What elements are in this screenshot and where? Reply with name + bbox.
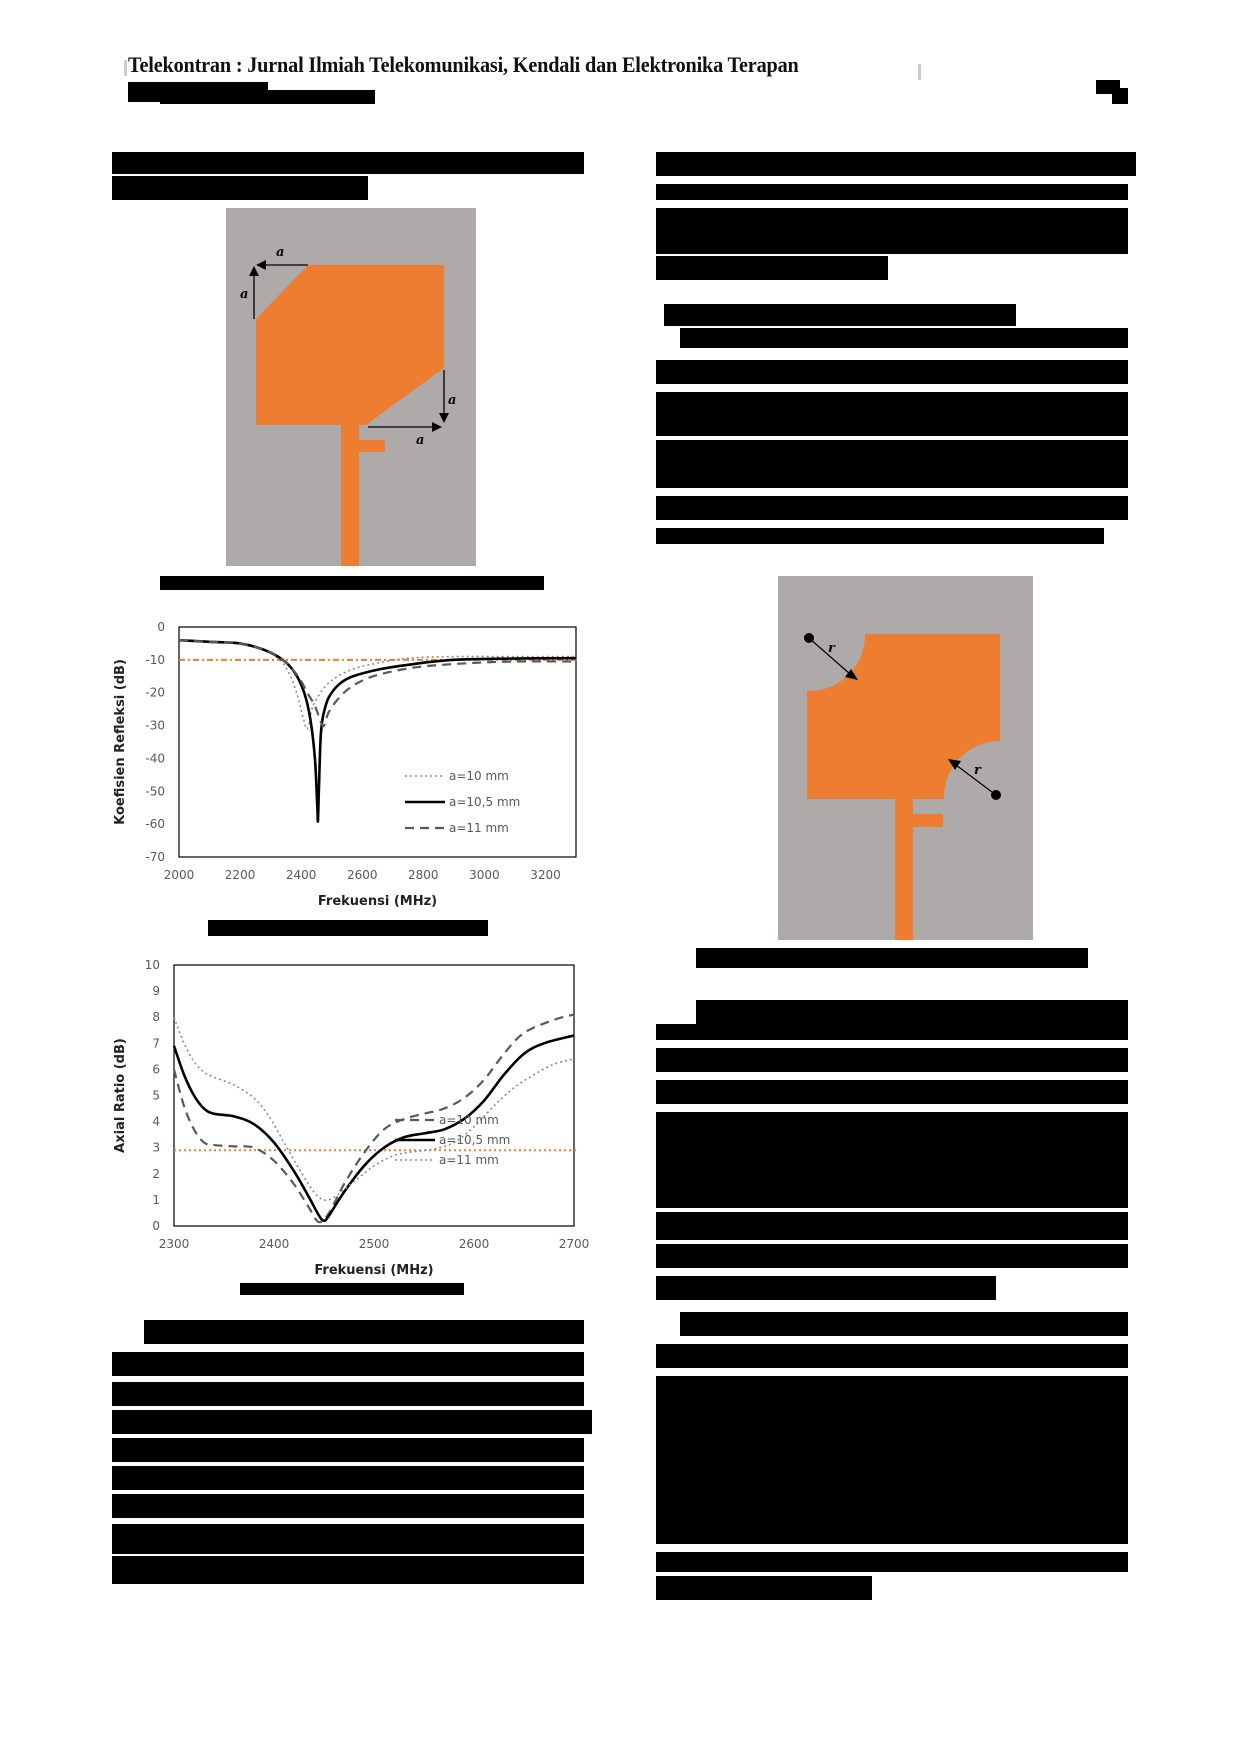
x-tick-label: 2600 — [459, 1237, 490, 1251]
chamfered-patch-drawing: a a a a — [240, 245, 456, 566]
x-tick-label: 2300 — [159, 1237, 190, 1251]
chart-axial-ratio: 10 9 8 7 6 5 4 3 2 1 0 2300 2400 2500 2600 2700 Frekuens… — [110, 950, 600, 1280]
svg-text:a: a — [416, 433, 424, 448]
legend-label: a=11 mm — [449, 821, 509, 835]
series-line — [173, 1016, 575, 1202]
y-tick-label: 10 — [145, 958, 160, 972]
y-tick-label: -50 — [145, 784, 165, 798]
circular-cut-patch-drawing: r r — [804, 633, 1001, 940]
y-tick-label: -20 — [145, 686, 165, 700]
svg-text:r: r — [974, 763, 982, 778]
y-axis-label: Axial Ratio (dB) — [113, 1038, 128, 1153]
y-tick-label: 0 — [157, 620, 165, 634]
volume-info-redacted — [160, 90, 375, 104]
journal-title: Telekontran : Jurnal Ilmiah Telekomunika… — [128, 52, 799, 77]
x-tick-label: 2800 — [408, 868, 439, 882]
x-tick-label: 2500 — [359, 1237, 390, 1251]
y-tick-label: 3 — [152, 1141, 160, 1155]
x-tick-label: 3000 — [469, 868, 500, 882]
figure-caption-redacted — [696, 948, 1088, 968]
x-tick-label: 3200 — [530, 868, 561, 882]
y-tick-label: 9 — [152, 984, 160, 998]
x-tick-label: 2400 — [286, 868, 317, 882]
x-tick-label: 2200 — [225, 868, 256, 882]
legend-label: a=10 mm — [439, 1113, 499, 1127]
figure-caption-redacted — [160, 576, 544, 590]
svg-text:r: r — [828, 641, 836, 656]
y-tick-label: 5 — [152, 1089, 160, 1103]
legend-label: a=10,5 mm — [449, 795, 520, 809]
x-tick-label: 2400 — [259, 1237, 290, 1251]
chart1-svg: 0 -10 -20 -30 -40 -50 -60 -70 2000 2200 2400 2600 28… — [113, 620, 580, 909]
series-line — [178, 639, 577, 728]
y-tick-label: 2 — [152, 1167, 160, 1181]
y-tick-label: 1 — [152, 1193, 160, 1207]
y-tick-label: 7 — [152, 1036, 160, 1050]
legend-label: a=10,5 mm — [439, 1133, 510, 1147]
header-left-mark — [124, 60, 127, 76]
series-line — [172, 1034, 575, 1223]
y-tick-label: 8 — [152, 1010, 160, 1024]
y-tick-label: 6 — [152, 1062, 160, 1076]
y-tick-label: -60 — [145, 817, 165, 831]
y-tick-label: -70 — [145, 850, 165, 864]
x-tick-label: 2600 — [347, 868, 378, 882]
page-number-redacted — [1112, 88, 1128, 104]
legend-label: a=10 mm — [449, 769, 509, 783]
y-axis-label: Koefisien Refleksi (dB) — [113, 659, 128, 825]
y-tick-label: -30 — [145, 719, 165, 733]
svg-text:a: a — [240, 287, 248, 302]
x-tick-label: 2700 — [559, 1237, 590, 1251]
x-tick-label: 2000 — [164, 868, 195, 882]
chart1-caption-redacted — [208, 920, 488, 936]
legend-label: a=11 mm — [439, 1153, 499, 1167]
plot-area — [173, 964, 575, 1227]
series-line — [172, 1013, 575, 1224]
plot-area — [178, 626, 577, 858]
y-tick-label: -40 — [145, 751, 165, 765]
header-right-mark — [918, 64, 921, 80]
chart-reflection-coefficient: 0 -10 -20 -30 -40 -50 -60 -70 2000 2200 2400 2600 28… — [110, 610, 590, 910]
x-axis-label: Frekuensi (MHz) — [318, 894, 437, 909]
svg-text:a: a — [276, 245, 284, 260]
y-tick-label: 4 — [152, 1115, 160, 1129]
chart2-caption-redacted — [240, 1283, 464, 1295]
y-tick-label: -10 — [145, 653, 165, 667]
x-axis-label: Frekuensi (MHz) — [314, 1263, 433, 1278]
y-tick-label: 0 — [152, 1219, 160, 1233]
svg-text:a: a — [448, 393, 456, 408]
